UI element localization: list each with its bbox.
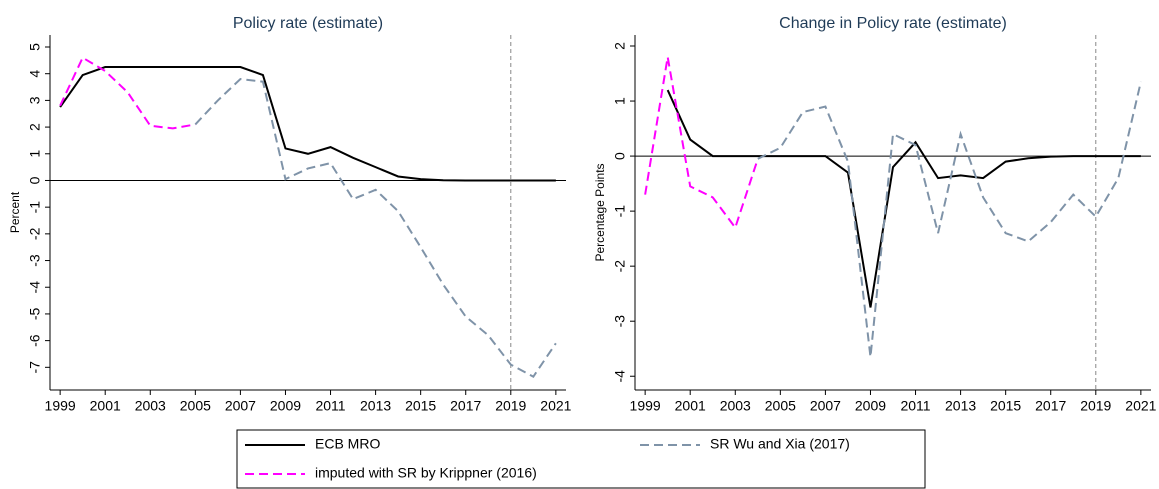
x-tick-label: 2021 (540, 398, 571, 414)
y-tick-label: 2 (27, 123, 43, 131)
legend-label: ECB MRO (315, 436, 380, 452)
y-tick-label: 0 (612, 152, 628, 160)
legend-box (236, 429, 926, 489)
chart-title: Policy rate (estimate) (233, 15, 383, 32)
x-tick-label: 2013 (360, 398, 391, 414)
y-tick-label: 5 (27, 43, 43, 51)
y-tick-label: -1 (612, 205, 628, 218)
x-tick-label: 2007 (810, 398, 841, 414)
series-line (194, 77, 557, 378)
x-tick-label: 2019 (495, 398, 526, 414)
x-tick-label: 1999 (45, 398, 76, 414)
y-tick-label: -3 (612, 315, 628, 328)
x-tick-label: 2003 (135, 398, 166, 414)
y-axis-label: Percent (8, 191, 22, 233)
series-line (59, 56, 196, 130)
x-tick-label: 2021 (1125, 398, 1156, 414)
x-tick-label: 2011 (315, 398, 345, 414)
legend-label: SR Wu and Xia (2017) (710, 436, 850, 452)
x-tick-label: 2005 (180, 398, 211, 414)
y-tick-label: 0 (27, 176, 43, 184)
series-line (59, 66, 556, 182)
x-tick-label: 2017 (450, 398, 481, 414)
x-tick-label: 2001 (90, 398, 121, 414)
x-tick-label: 2011 (900, 398, 930, 414)
x-tick-label: 2009 (855, 398, 886, 414)
x-tick-label: 2017 (1035, 398, 1066, 414)
y-tick-label: -2 (27, 227, 43, 240)
y-tick-label: 2 (612, 42, 628, 50)
x-tick-label: 2005 (765, 398, 796, 414)
x-tick-label: 2015 (405, 398, 436, 414)
x-tick-label: 2013 (945, 398, 976, 414)
y-tick-label: -2 (612, 260, 628, 273)
x-tick-label: 2007 (225, 398, 256, 414)
y-tick-label: -4 (612, 370, 628, 383)
y-tick-label: 1 (612, 97, 628, 105)
y-tick-label: -5 (27, 307, 43, 320)
x-tick-label: 2001 (675, 398, 706, 414)
chart-title: Change in Policy rate (estimate) (779, 15, 1007, 32)
y-tick-label: -1 (27, 201, 43, 214)
series-line (644, 56, 759, 230)
x-tick-label: 2009 (270, 398, 301, 414)
y-tick-label: -6 (27, 334, 43, 347)
y-tick-label: -4 (27, 281, 43, 294)
y-tick-label: 4 (27, 70, 43, 78)
legend-label: imputed with SR by Krippner (2016) (315, 465, 537, 481)
y-tick-label: 3 (27, 96, 43, 104)
x-tick-label: 2019 (1080, 398, 1111, 414)
x-tick-label: 2003 (720, 398, 751, 414)
y-tick-label: -3 (27, 254, 43, 267)
y-tick-label: 1 (27, 150, 43, 158)
x-tick-label: 1999 (630, 398, 661, 414)
y-axis-label: Percentage Points (593, 163, 607, 261)
y-tick-label: -7 (27, 361, 43, 374)
x-tick-label: 2015 (990, 398, 1021, 414)
series-line (757, 81, 1142, 358)
series-line (666, 89, 1141, 308)
